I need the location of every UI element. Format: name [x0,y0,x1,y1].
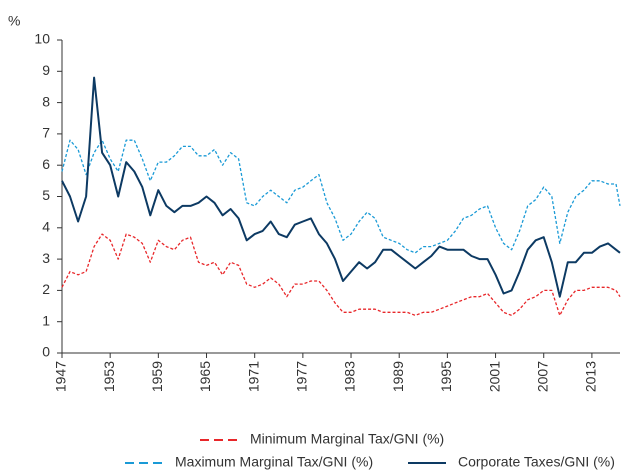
y-axis-label: % [8,13,20,29]
series-line [61,139,621,254]
x-tick-label: 1947 [53,361,69,392]
x-tick-label: 1977 [294,361,310,392]
legend-label: Corporate Taxes/GNI (%) [458,454,615,470]
x-tick-label: 1983 [342,361,358,392]
legend-label: Maximum Marginal Tax/GNI (%) [175,454,373,470]
y-tick-label: 0 [42,344,50,360]
series-line [61,233,621,317]
x-tick-label: 1959 [149,361,165,392]
legend-label: Minimum Marginal Tax/GNI (%) [250,431,444,447]
series-line [61,76,621,298]
x-tick-label: 1965 [197,361,213,392]
x-tick-label: 1971 [245,361,261,392]
x-tick-label: 1995 [438,361,454,392]
y-tick-label: 8 [42,93,50,109]
y-tick-label: 5 [42,187,50,203]
x-tick-label: 1953 [101,361,117,392]
y-tick-label: 9 [42,62,50,78]
y-tick-label: 3 [42,250,50,266]
x-tick-label: 2007 [534,361,550,392]
x-tick-label: 2001 [486,361,502,392]
y-tick-label: 6 [42,156,50,172]
x-tick-label: 1989 [390,361,406,392]
x-tick-label: 2013 [583,361,599,392]
y-tick-label: 2 [42,281,50,297]
y-tick-label: 7 [42,125,50,141]
y-tick-label: 10 [34,31,50,47]
y-tick-label: 1 [42,312,50,328]
y-tick-label: 4 [42,219,50,235]
